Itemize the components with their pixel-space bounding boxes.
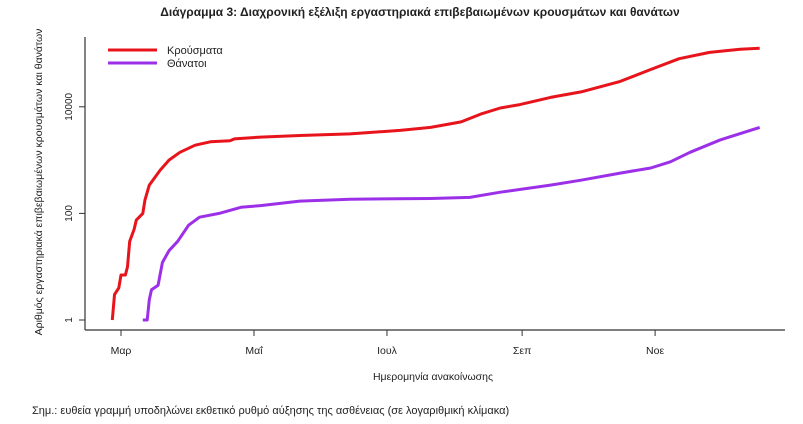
y-tick-label: 10000 [64,92,75,120]
axes [84,37,785,331]
y-tick-label: 1 [64,317,75,323]
y-axis-label: Αριθμός εργαστηριακά επιβεβαιωμένων κρου… [33,29,45,336]
x-tick-label: Σεπ [513,345,531,357]
chart-note: Σημ.: ευθεία γραμμή υποδηλώνει εκθετικό … [32,405,509,417]
deaths-line [142,125,761,322]
x-axis-label: Ημερομηνία ανακοίνωσης [373,371,493,383]
x-tick-label: Ιουλ [377,345,397,357]
x-tick-label: Νοε [646,345,664,357]
x-tick-label: Μαρ [111,345,132,357]
y-tick-label: 100 [64,205,75,222]
legend-label-deaths: Θάνατοι [167,58,207,70]
cases-line [110,46,760,321]
x-tick-label: Μαΐ [245,345,263,357]
legend: Κρούσματα Θάνατοι [108,45,223,70]
legend-label-cases: Κρούσματα [167,45,223,57]
chart-title: Διάγραμμα 3: Διαχρονική εξέλιξη εργαστηρ… [160,5,680,19]
